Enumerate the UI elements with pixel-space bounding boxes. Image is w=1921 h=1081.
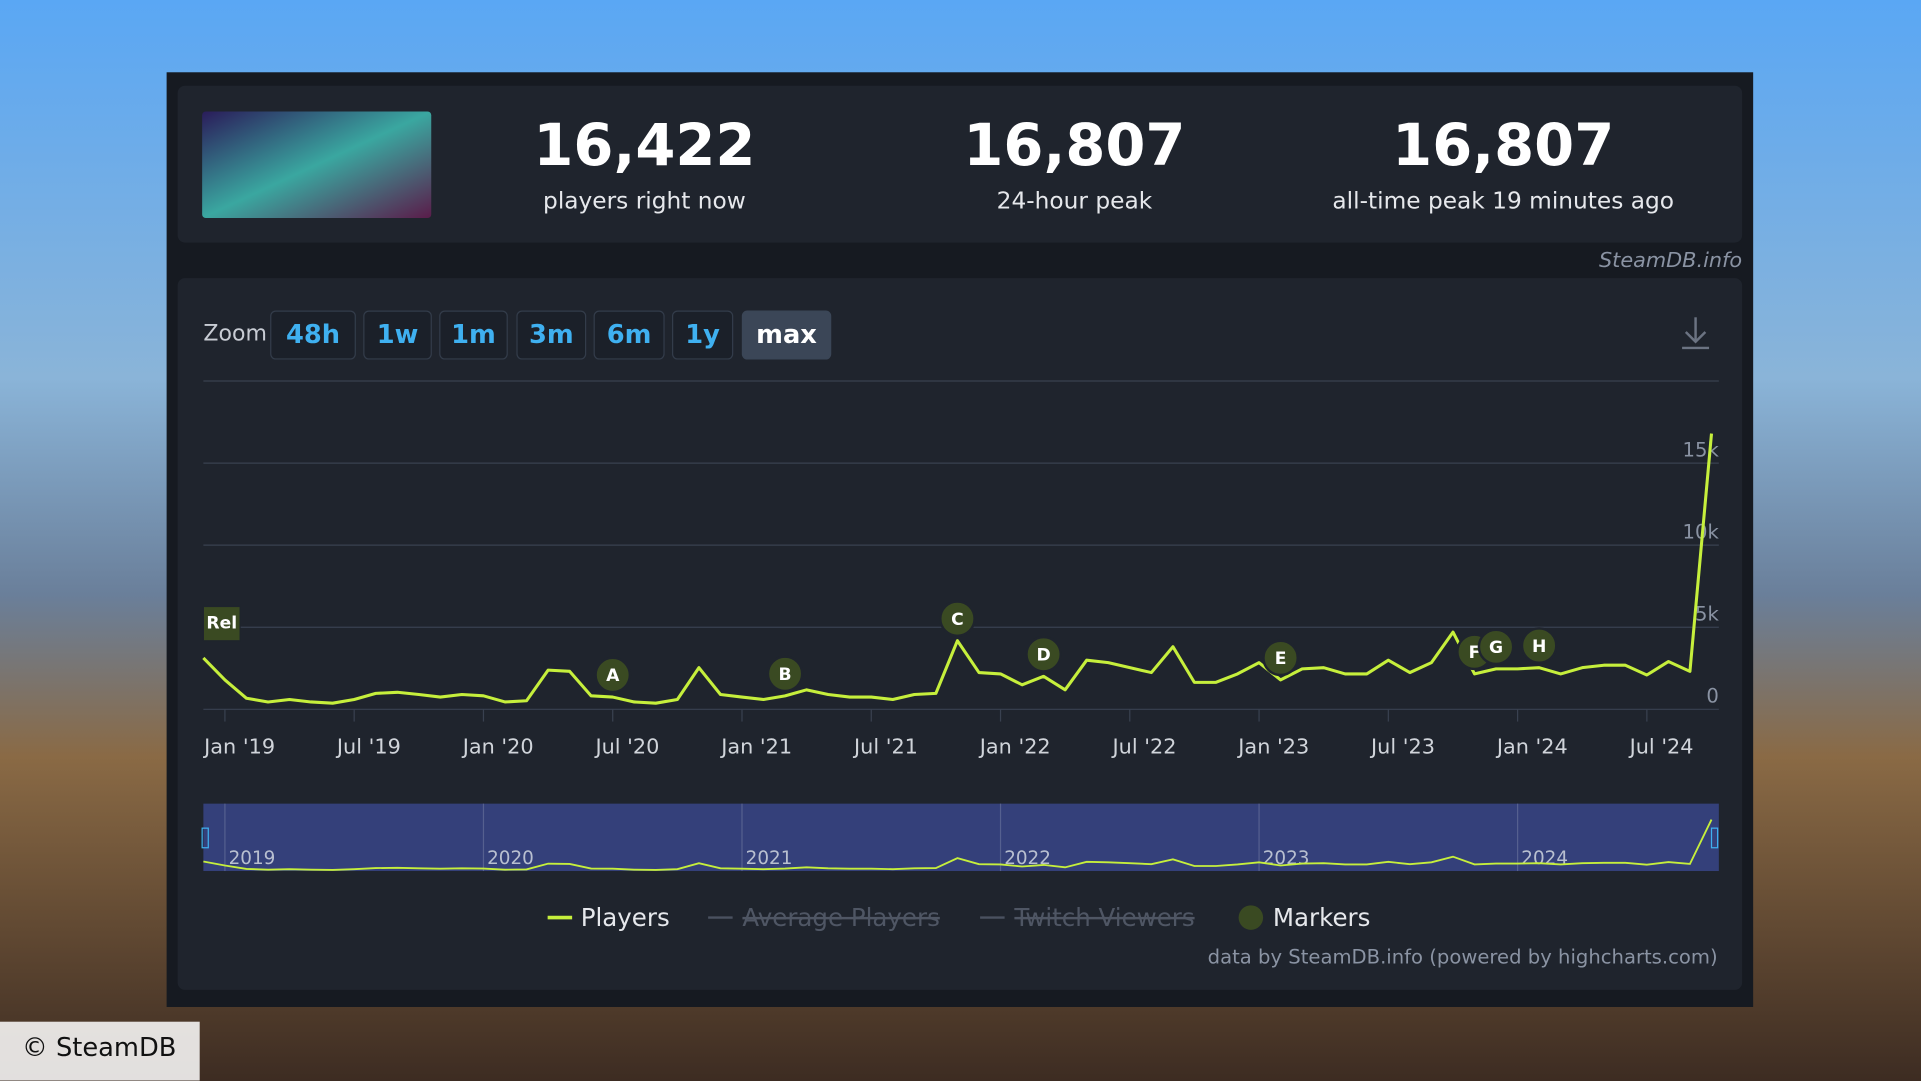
zoom-button-label[interactable]: 3m (529, 320, 574, 350)
navigator-label: 2022 (1004, 848, 1051, 869)
x-tick-label: Jan '24 (1495, 734, 1568, 758)
marker-label: A (606, 666, 620, 686)
x-tick-label: Jul '19 (335, 734, 401, 758)
watermark: © SteamDB (22, 1033, 176, 1063)
stat-value: 16,807 (963, 112, 1185, 179)
legend-label[interactable]: Players (581, 903, 670, 932)
marker-flag (202, 605, 241, 642)
navigator-handle[interactable] (201, 827, 209, 849)
stat-value: 16,807 (1392, 112, 1614, 179)
watermark-box (0, 1021, 200, 1081)
navigator-label: 2019 (229, 848, 276, 869)
y-tick-label: 5k (1695, 602, 1719, 625)
stats-box (177, 85, 1743, 243)
game-thumbnail (202, 111, 432, 219)
marker-label: B (779, 665, 792, 685)
marker-label: D (1036, 645, 1050, 665)
zoom-button-label[interactable]: 1y (685, 320, 720, 350)
x-tick-label: Jul '23 (1369, 734, 1435, 758)
legend-label[interactable]: Average Players (742, 903, 939, 932)
zoom-button[interactable] (270, 310, 356, 360)
x-tick-label: Jan '21 (719, 734, 792, 758)
marker-label: F (1469, 643, 1481, 663)
credits[interactable]: data by SteamDB.info (powered by highcha… (1208, 946, 1718, 969)
zoom-button[interactable] (593, 310, 665, 360)
legend-label[interactable]: Twitch Viewers (1013, 903, 1194, 932)
legend-symbol (1238, 905, 1264, 930)
x-tick-label: Jan '22 (978, 734, 1051, 758)
marker[interactable] (1025, 635, 1062, 673)
navigator-label: 2024 (1521, 848, 1568, 869)
y-tick-label: 0 (1706, 685, 1718, 708)
y-tick-label: 10k (1683, 520, 1720, 543)
stat-label: players right now (543, 188, 746, 215)
x-tick-label: Jan '20 (461, 734, 534, 758)
marker-label: G (1489, 638, 1503, 658)
zoom-button-label[interactable]: 1m (451, 320, 496, 350)
stat-label: 24-hour peak (997, 188, 1153, 215)
legend-label[interactable]: Markers (1273, 903, 1370, 932)
marker[interactable] (939, 600, 976, 638)
stat-label: all-time peak 19 minutes ago (1332, 188, 1674, 215)
y-tick-label: 15k (1683, 438, 1720, 461)
marker-label: E (1275, 649, 1287, 669)
marker[interactable] (766, 655, 804, 693)
navigator-label: 2020 (487, 848, 534, 869)
x-tick-label: Jul '22 (1111, 734, 1177, 758)
zoom-button[interactable] (671, 310, 734, 360)
x-tick-label: Jan '23 (1236, 734, 1309, 758)
marker[interactable] (1477, 628, 1515, 666)
navigator[interactable] (203, 803, 1719, 872)
x-tick-label: Jul '21 (852, 734, 918, 758)
marker[interactable] (1520, 627, 1558, 664)
marker[interactable] (594, 656, 632, 694)
zoom-button-label[interactable]: max (756, 320, 817, 350)
marker-label: C (951, 610, 964, 630)
zoom-button[interactable] (741, 310, 832, 360)
zoom-button[interactable] (516, 310, 587, 360)
navigator-handle[interactable] (1710, 827, 1719, 849)
zoom-button[interactable] (363, 310, 432, 360)
x-tick-label: Jan '19 (202, 734, 275, 758)
zoom-button-label[interactable]: 6m (607, 320, 652, 350)
marker-label: H (1532, 637, 1546, 657)
marker-label: Rel (206, 614, 237, 634)
zoom-button-label[interactable]: 48h (286, 320, 340, 350)
zoom-button[interactable] (439, 310, 508, 360)
zoom-label: Zoom (203, 321, 267, 346)
download-icon[interactable] (1682, 317, 1710, 350)
source-label: SteamDB.info (1599, 248, 1742, 272)
zoom-button-label[interactable]: 1w (377, 320, 419, 350)
x-tick-label: Jul '20 (593, 734, 659, 758)
navigator-line (203, 819, 1713, 871)
stat-value: 16,422 (533, 112, 755, 179)
marker[interactable] (1262, 639, 1299, 677)
navigator-label: 2021 (746, 848, 793, 869)
x-tick-label: Jul '24 (1628, 734, 1694, 758)
